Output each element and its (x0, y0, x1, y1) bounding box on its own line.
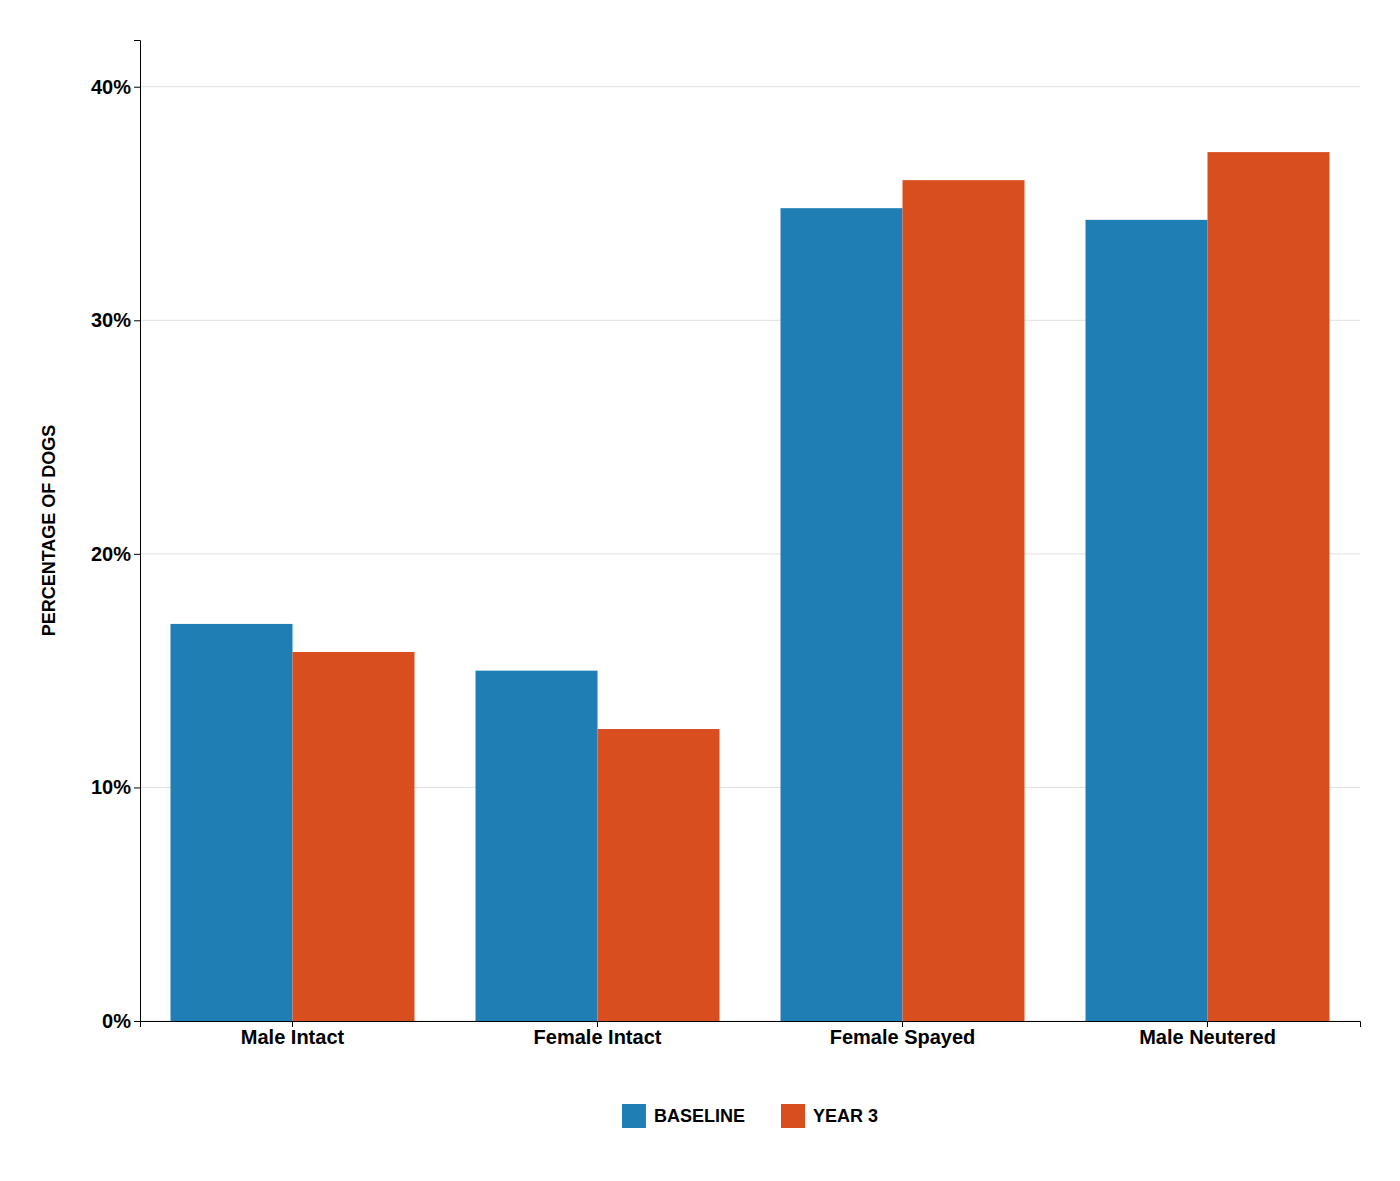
y-axis-title: PERCENTAGE OF DOGS (39, 425, 59, 637)
y-tick-label: 30% (91, 309, 131, 331)
y-tick-mark (134, 87, 140, 88)
bar-series (171, 208, 1208, 1021)
bar (1208, 152, 1330, 1021)
grid (140, 87, 1360, 1021)
y-tick-mark (134, 320, 140, 321)
x-tick-label: Female Spayed (830, 1026, 976, 1048)
x-tick: Female Spayed (830, 1021, 976, 1048)
legend-label: BASELINE (654, 1106, 745, 1126)
x-tick-label: Male Intact (241, 1026, 345, 1048)
legend-swatch (622, 1104, 646, 1128)
chart: 0% 10% 20% 30% 40% Male Intact Female Intact Fe… (0, 0, 1400, 1181)
y-tick-label: 10% (91, 776, 131, 798)
bar (476, 671, 598, 1021)
bar (781, 208, 903, 1021)
legend: BASELINE YEAR 3 (622, 1104, 878, 1128)
bar-series (293, 152, 1330, 1021)
bar (293, 652, 415, 1021)
y-axis: 0% 10% 20% 30% 40% (91, 41, 141, 1032)
y-tick-mark (134, 1021, 140, 1022)
y-tick-mark (134, 554, 140, 555)
y-axis-line (134, 41, 141, 1022)
y-tick-label: 20% (91, 543, 131, 565)
y-tick: 30% (91, 309, 140, 331)
y-tick: 20% (91, 543, 140, 565)
x-tick: Male Neutered (1139, 1021, 1276, 1048)
legend-item: YEAR 3 (781, 1104, 878, 1128)
x-tick-label: Female Intact (534, 1026, 662, 1048)
legend-swatch (781, 1104, 805, 1128)
grid-line (140, 86, 1360, 87)
legend-item: BASELINE (622, 1104, 745, 1128)
y-tick: 10% (91, 776, 140, 798)
x-tick-label: Male Neutered (1139, 1026, 1276, 1048)
bar (171, 624, 293, 1021)
y-tick-label: 0% (102, 1010, 131, 1032)
y-tick-mark (134, 787, 140, 788)
x-axis: Male Intact Female Intact Female Spayed Mal… (141, 1021, 1361, 1048)
bars (171, 152, 1330, 1021)
y-tick: 40% (91, 76, 140, 98)
bar (903, 180, 1025, 1021)
plot: 0% 10% 20% 30% 40% Male Intact Female Intact Fe… (91, 41, 1361, 1049)
x-tick: Female Intact (534, 1021, 662, 1048)
legend-label: YEAR 3 (813, 1106, 878, 1126)
x-tick: Male Intact (241, 1021, 345, 1048)
bar (1086, 220, 1208, 1021)
y-tick-label: 40% (91, 76, 131, 98)
bar (598, 729, 720, 1021)
y-tick: 0% (102, 1010, 140, 1032)
